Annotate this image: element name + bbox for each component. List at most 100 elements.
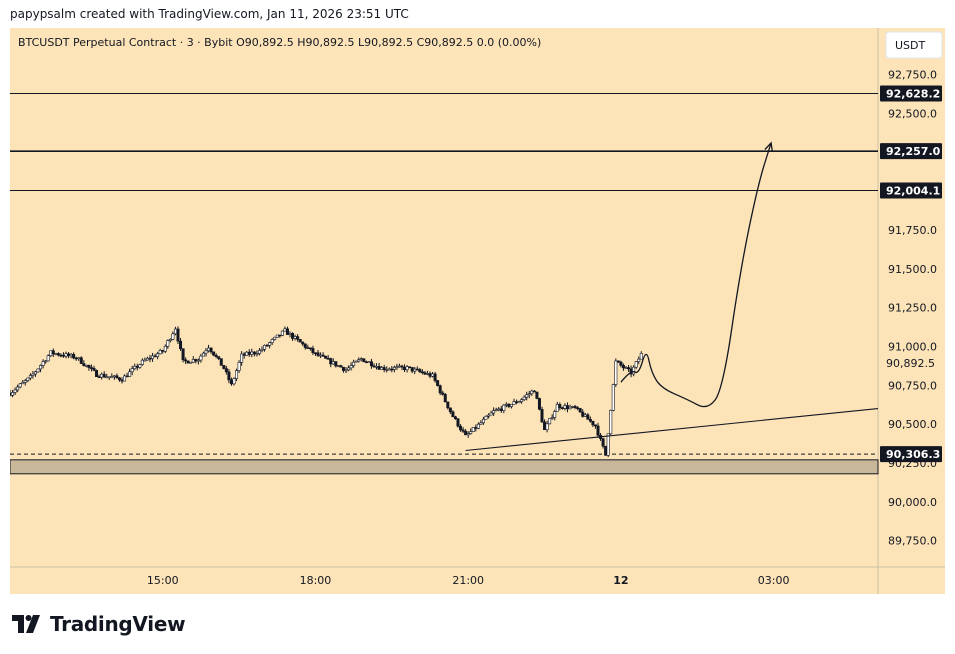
candle-up [151, 355, 155, 360]
candle-down [459, 425, 463, 431]
candle-down [222, 365, 226, 369]
candle-up [509, 404, 513, 407]
candle-up [385, 369, 389, 371]
price-chart[interactable]: 89,750.090,000.090,250.090,500.090,750.0… [10, 28, 945, 594]
candle-up [634, 361, 638, 368]
candle-up [431, 373, 435, 377]
y-tick-label: 90,750.0 [888, 379, 937, 392]
candle-up [36, 368, 40, 373]
candle-down [593, 424, 597, 427]
candle-down [308, 347, 312, 350]
price-tag [880, 446, 942, 463]
candle-down [619, 361, 623, 366]
candle-up [548, 417, 552, 425]
candle-down [446, 401, 450, 409]
legend-low: L90,892.5 [355, 36, 414, 49]
candle-up [476, 423, 480, 429]
candle-down [265, 345, 269, 347]
candle-up [571, 406, 575, 408]
candle-down [364, 361, 368, 364]
price-tag-label: 90,306.3 [886, 448, 940, 461]
candle-up [639, 353, 643, 360]
projection-arrowhead [764, 141, 774, 152]
candle-down [82, 363, 86, 366]
candle-down [219, 358, 223, 366]
candle-down [89, 367, 93, 369]
candle-down [125, 375, 129, 378]
candle-up [173, 328, 177, 335]
ohlc-legend: BTCUSDT Perpetual Contract · 3 · Bybit O… [18, 36, 541, 49]
candle-up [380, 367, 384, 370]
candle-up [235, 370, 239, 379]
candle-down [247, 351, 251, 355]
candle-down [586, 414, 590, 420]
x-tick-label: 21:00 [452, 574, 484, 587]
tradingview-brand[interactable]: TradingView [12, 612, 186, 636]
candle-down [560, 407, 564, 409]
candle-up [110, 376, 114, 378]
candle-up [54, 353, 58, 355]
candle-down [441, 392, 445, 395]
candle-up [563, 405, 567, 409]
candle-down [464, 430, 468, 436]
candle-down [224, 368, 228, 373]
candle-up [283, 328, 287, 332]
candle-up [632, 366, 636, 375]
candle-up [413, 368, 417, 372]
candle-up [23, 380, 27, 383]
candle-up [550, 417, 554, 419]
candle-up [525, 394, 529, 398]
candle-down [535, 391, 539, 399]
candle-down [420, 371, 424, 374]
candle-down [451, 411, 455, 418]
candle-up [614, 360, 618, 385]
candle-down [324, 355, 328, 359]
candle-down [115, 375, 119, 379]
candle-up [489, 412, 493, 416]
candle-up [392, 367, 396, 370]
candle-up [44, 360, 48, 363]
candle-up [140, 359, 144, 365]
candle-up [100, 373, 104, 378]
candle-up [28, 375, 32, 379]
candle-down [298, 339, 302, 343]
candle-down [311, 348, 315, 353]
candle-down [161, 350, 165, 352]
candle-up [288, 333, 292, 335]
candle-up [240, 353, 244, 363]
candle-up [568, 406, 572, 410]
currency-button[interactable]: USDT [885, 31, 943, 59]
candle-up [375, 366, 379, 368]
candle-up [611, 384, 615, 411]
candle-down [184, 359, 188, 362]
candle-down [194, 359, 198, 362]
candle-up [280, 330, 284, 336]
candle-up [31, 373, 35, 376]
candle-down [326, 358, 330, 360]
candle-up [352, 361, 356, 366]
candle-down [403, 366, 407, 371]
candle-down [176, 328, 180, 342]
price-tag-label: 92,257.0 [886, 145, 941, 158]
y-tick-label: 92,750.0 [888, 69, 937, 82]
candle-down [117, 377, 121, 381]
candle-down [621, 365, 625, 369]
candle-down [229, 379, 233, 385]
candle-up [522, 396, 526, 400]
candle-down [596, 425, 600, 436]
candle-up [293, 336, 297, 339]
price-tag [880, 85, 942, 102]
candle-down [377, 366, 381, 370]
candle-down [242, 353, 246, 356]
candle-up [336, 365, 340, 367]
chart-credit: papypsalm created with TradingView.com, … [10, 7, 409, 21]
candle-down [95, 370, 99, 377]
candle-down [179, 340, 183, 349]
candle-up [260, 349, 264, 351]
candle-up [207, 347, 211, 352]
candle-down [227, 371, 231, 381]
candle-up [107, 376, 111, 379]
candle-up [112, 375, 116, 378]
candle-down [341, 366, 345, 371]
y-tick-label: 90,500.0 [888, 418, 937, 431]
